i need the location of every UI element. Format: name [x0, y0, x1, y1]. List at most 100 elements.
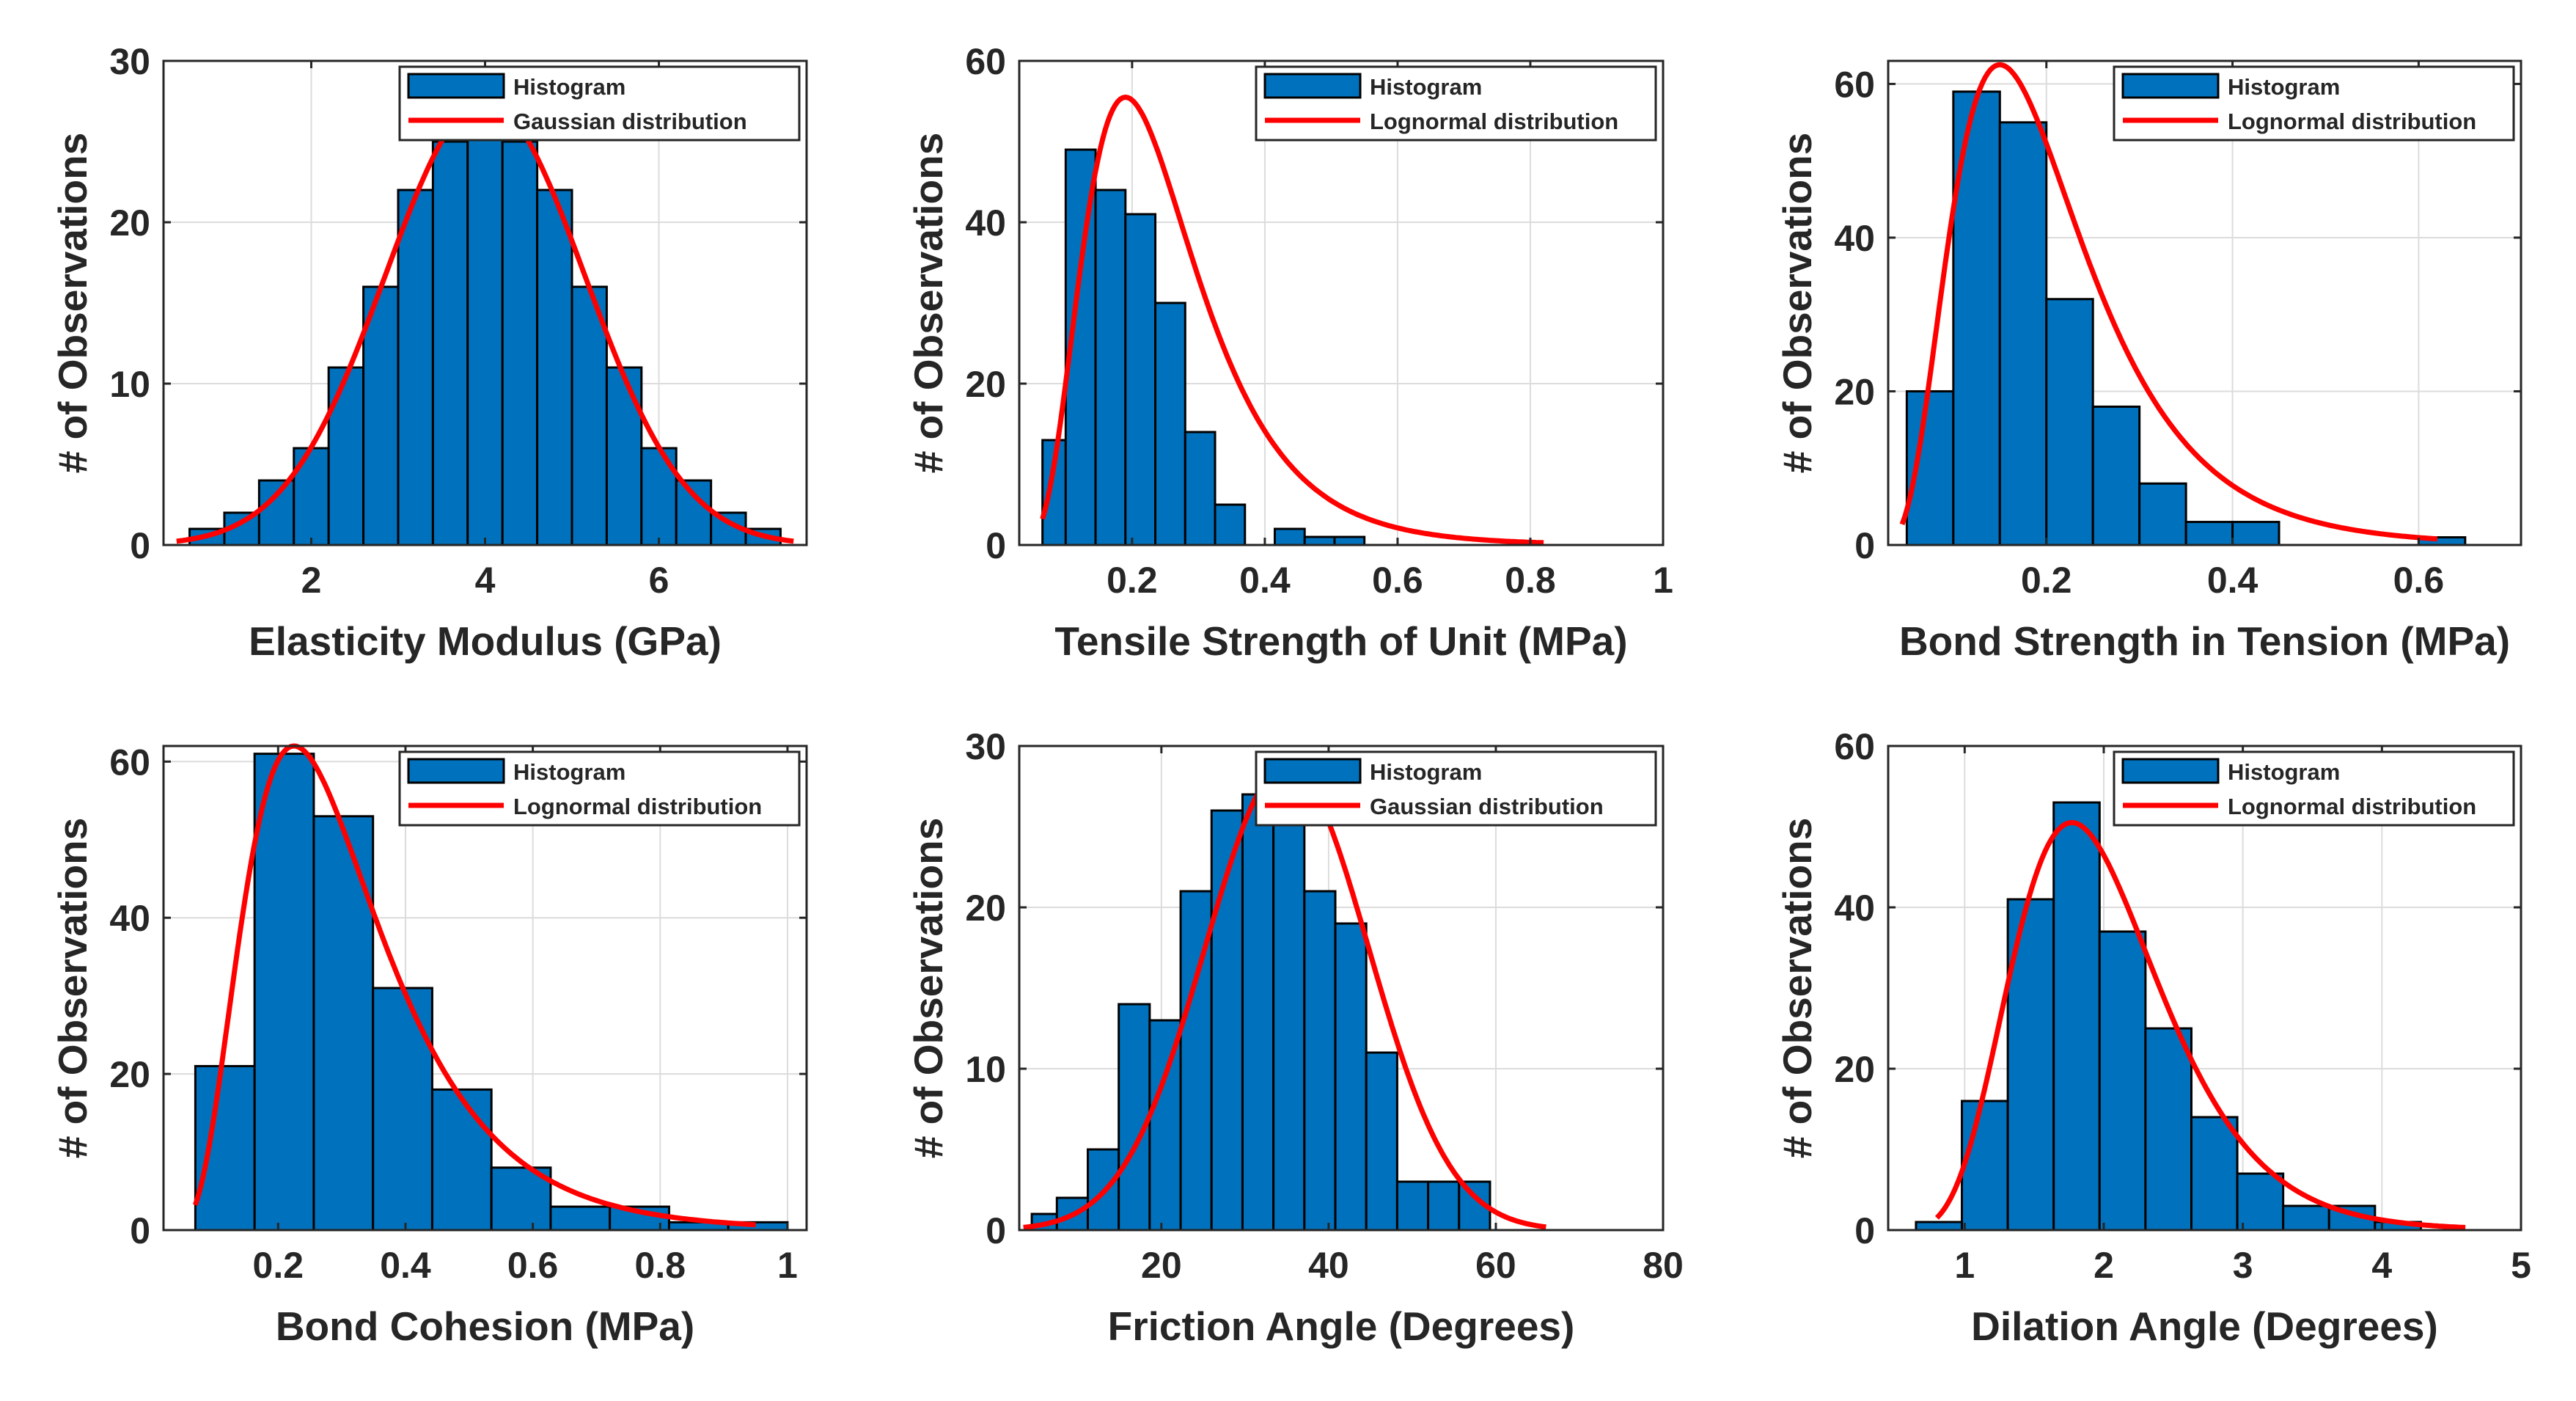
x-tick-label: 0.6 [507, 1245, 559, 1286]
y-axis-label: # of Observations [906, 133, 951, 474]
axes-box [1018, 59, 1665, 546]
legend: Histogram Lognormal distribution [398, 750, 801, 827]
y-tick-label: 10 [109, 364, 150, 405]
x-tick-label: 2 [2094, 1245, 2114, 1286]
legend-histogram-swatch [1263, 73, 1362, 99]
chart-panel-6: 1 2 3 4 5 0 20 40 60 Dilation Angle (Degrees) # of… [1775, 726, 2531, 1349]
histogram-bar [1273, 527, 1306, 546]
axes-box [1887, 745, 2522, 1232]
legend-histogram-swatch [1263, 758, 1362, 784]
distribution-curve [1040, 95, 1544, 546]
legend-label: Histogram [2228, 74, 2340, 100]
y-tick-label: 0 [1854, 1210, 1875, 1251]
y-tick-label: 20 [1834, 1049, 1875, 1090]
legend-label: Gaussian distribution [513, 109, 747, 134]
histogram-bar [1395, 1180, 1430, 1232]
histogram-bar [257, 479, 296, 546]
histogram-bar [2190, 1116, 2239, 1232]
histogram-bar [1303, 890, 1337, 1232]
histogram-bar [1998, 121, 2048, 546]
histogram-bar [1961, 1100, 2009, 1232]
histogram-bar [675, 479, 713, 546]
x-tick-label: 5 [2511, 1245, 2531, 1286]
x-tick-label: 0.4 [1239, 560, 1291, 601]
x-tick-label: 60 [1475, 1245, 1516, 1286]
legend: Histogram Lognormal distribution [2113, 65, 2515, 142]
legend-label: Lognormal distribution [513, 794, 762, 819]
histogram-bar [2091, 405, 2141, 546]
y-axis-label: # of Observations [906, 818, 951, 1159]
histogram-bar [1118, 1003, 1151, 1232]
y-tick-label: 60 [1834, 726, 1875, 767]
chart-panel-1: 2 4 6 0 10 20 30 Elasticity Modulus (GPa) # of O… [50, 41, 808, 664]
histogram-bar [2282, 1204, 2330, 1232]
histogram-bar [1241, 793, 1275, 1232]
legend-label: Histogram [513, 759, 625, 785]
y-tick-label: 40 [1834, 218, 1875, 259]
histogram-bar [1094, 189, 1127, 546]
legend-label: Histogram [513, 74, 625, 100]
x-tick-label: 6 [649, 560, 669, 601]
histogram-bar [1154, 301, 1186, 546]
y-tick-label: 20 [1834, 371, 1875, 412]
y-axis-label: # of Observations [50, 133, 95, 474]
legend: Histogram Gaussian distribution [398, 65, 801, 142]
y-tick-label: 0 [1854, 525, 1875, 566]
x-tick-label: 0.8 [1505, 560, 1556, 601]
chart-panel-2: 0.2 0.4 0.6 0.8 1 0 20 40 60 Tensile Strength of … [906, 41, 1673, 664]
x-tick-label: 0.2 [2021, 560, 2072, 601]
x-tick-label: 4 [475, 560, 496, 601]
y-tick-label: 20 [109, 202, 150, 244]
histogram-bar [327, 366, 365, 546]
y-tick-label: 0 [986, 1210, 1006, 1251]
legend: Histogram Lognormal distribution [2113, 750, 2515, 827]
axes-box [162, 745, 808, 1232]
legend-label: Lognormal distribution [2228, 109, 2476, 134]
x-tick-label: 0.6 [1372, 560, 1423, 601]
legend-label: Lognormal distribution [2228, 794, 2476, 819]
x-tick-label: 0.4 [2207, 560, 2258, 601]
x-axis-label: Bond Strength in Tension (MPa) [1899, 618, 2510, 664]
legend-label: Gaussian distribution [1370, 794, 1604, 819]
axes-box [1018, 745, 1665, 1232]
axes-box [1887, 59, 2522, 546]
histogram-bar [2138, 482, 2187, 546]
y-tick-label: 30 [965, 726, 1006, 767]
histogram-bar [1427, 1180, 1461, 1232]
histogram-bar [1334, 922, 1368, 1232]
y-tick-label: 40 [965, 202, 1006, 244]
histogram-bar [1124, 213, 1157, 546]
distribution-curve [1899, 62, 2437, 542]
legend-label: Histogram [1370, 74, 1482, 100]
y-tick-label: 60 [965, 41, 1006, 82]
histogram-bar [1915, 1221, 1964, 1232]
y-axis-label: # of Observations [1775, 818, 1820, 1159]
x-tick-label: 0.2 [1107, 560, 1158, 601]
y-tick-label: 30 [109, 41, 150, 82]
histogram-bar [2184, 521, 2234, 546]
histogram-bar [1365, 1051, 1398, 1232]
y-tick-label: 60 [109, 742, 150, 783]
legend-label: Histogram [2228, 759, 2340, 785]
legend: Histogram Gaussian distribution [1255, 750, 1657, 827]
y-tick-label: 0 [130, 1210, 150, 1251]
y-axis-label: # of Observations [1775, 133, 1820, 474]
histogram-bar [312, 815, 375, 1232]
distribution-curve [193, 743, 756, 1228]
legend-label: Lognormal distribution [1370, 109, 1618, 134]
histogram-bar [1303, 535, 1336, 546]
histogram-bar [2236, 1172, 2285, 1232]
y-tick-label: 20 [965, 364, 1006, 405]
x-tick-label: 2 [301, 560, 322, 601]
histogram-bar [397, 189, 434, 546]
histogram-bar [2045, 298, 2094, 546]
y-tick-label: 40 [1834, 888, 1875, 929]
histogram-bar [362, 285, 400, 546]
x-tick-label: 1 [777, 1245, 798, 1286]
x-axis-label: Friction Angle (Degrees) [1108, 1303, 1575, 1349]
x-tick-label: 80 [1643, 1245, 1684, 1286]
legend-histogram-swatch [2121, 758, 2220, 784]
x-axis-label: Elasticity Modulus (GPa) [249, 618, 722, 664]
y-tick-label: 10 [965, 1049, 1006, 1090]
x-tick-label: 3 [2233, 1245, 2253, 1286]
